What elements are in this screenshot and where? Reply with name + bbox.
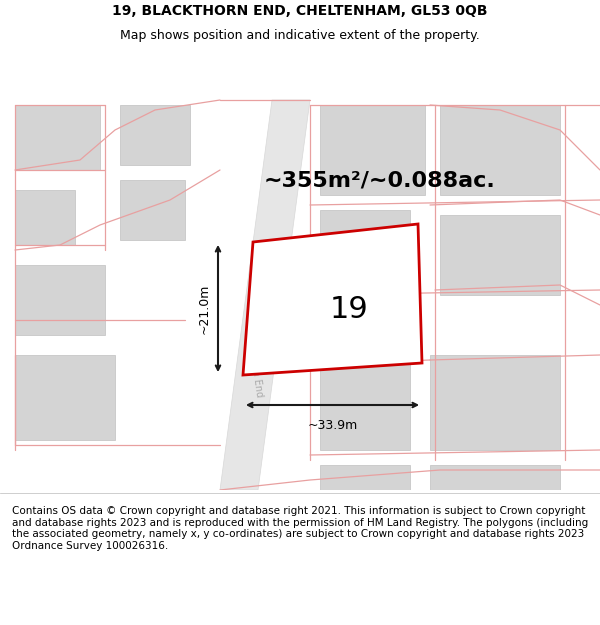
Text: ~21.0m: ~21.0m [197, 283, 211, 334]
Polygon shape [243, 224, 422, 375]
Bar [320, 465, 410, 490]
Text: ~355m²/~0.088ac.: ~355m²/~0.088ac. [264, 170, 496, 190]
Bar [15, 105, 100, 170]
Text: Contains OS data © Crown copyright and database right 2021. This information is : Contains OS data © Crown copyright and d… [12, 506, 588, 551]
Bar [440, 215, 560, 295]
Bar [440, 105, 560, 195]
Bar [120, 105, 190, 165]
Bar [320, 360, 410, 450]
Text: Blackthorn End: Blackthorn End [244, 322, 264, 398]
Bar [430, 465, 560, 490]
Text: Map shows position and indicative extent of the property.: Map shows position and indicative extent… [120, 29, 480, 42]
Text: ~33.9m: ~33.9m [307, 419, 358, 432]
Bar [320, 210, 410, 285]
Bar [430, 355, 560, 450]
Bar [15, 355, 115, 440]
Bar [120, 180, 185, 240]
Bar [15, 265, 105, 335]
Text: 19, BLACKTHORN END, CHELTENHAM, GL53 0QB: 19, BLACKTHORN END, CHELTENHAM, GL53 0QB [112, 4, 488, 18]
Text: 19: 19 [329, 294, 368, 324]
Bar [15, 190, 75, 245]
Polygon shape [220, 100, 310, 490]
Bar [320, 105, 425, 195]
